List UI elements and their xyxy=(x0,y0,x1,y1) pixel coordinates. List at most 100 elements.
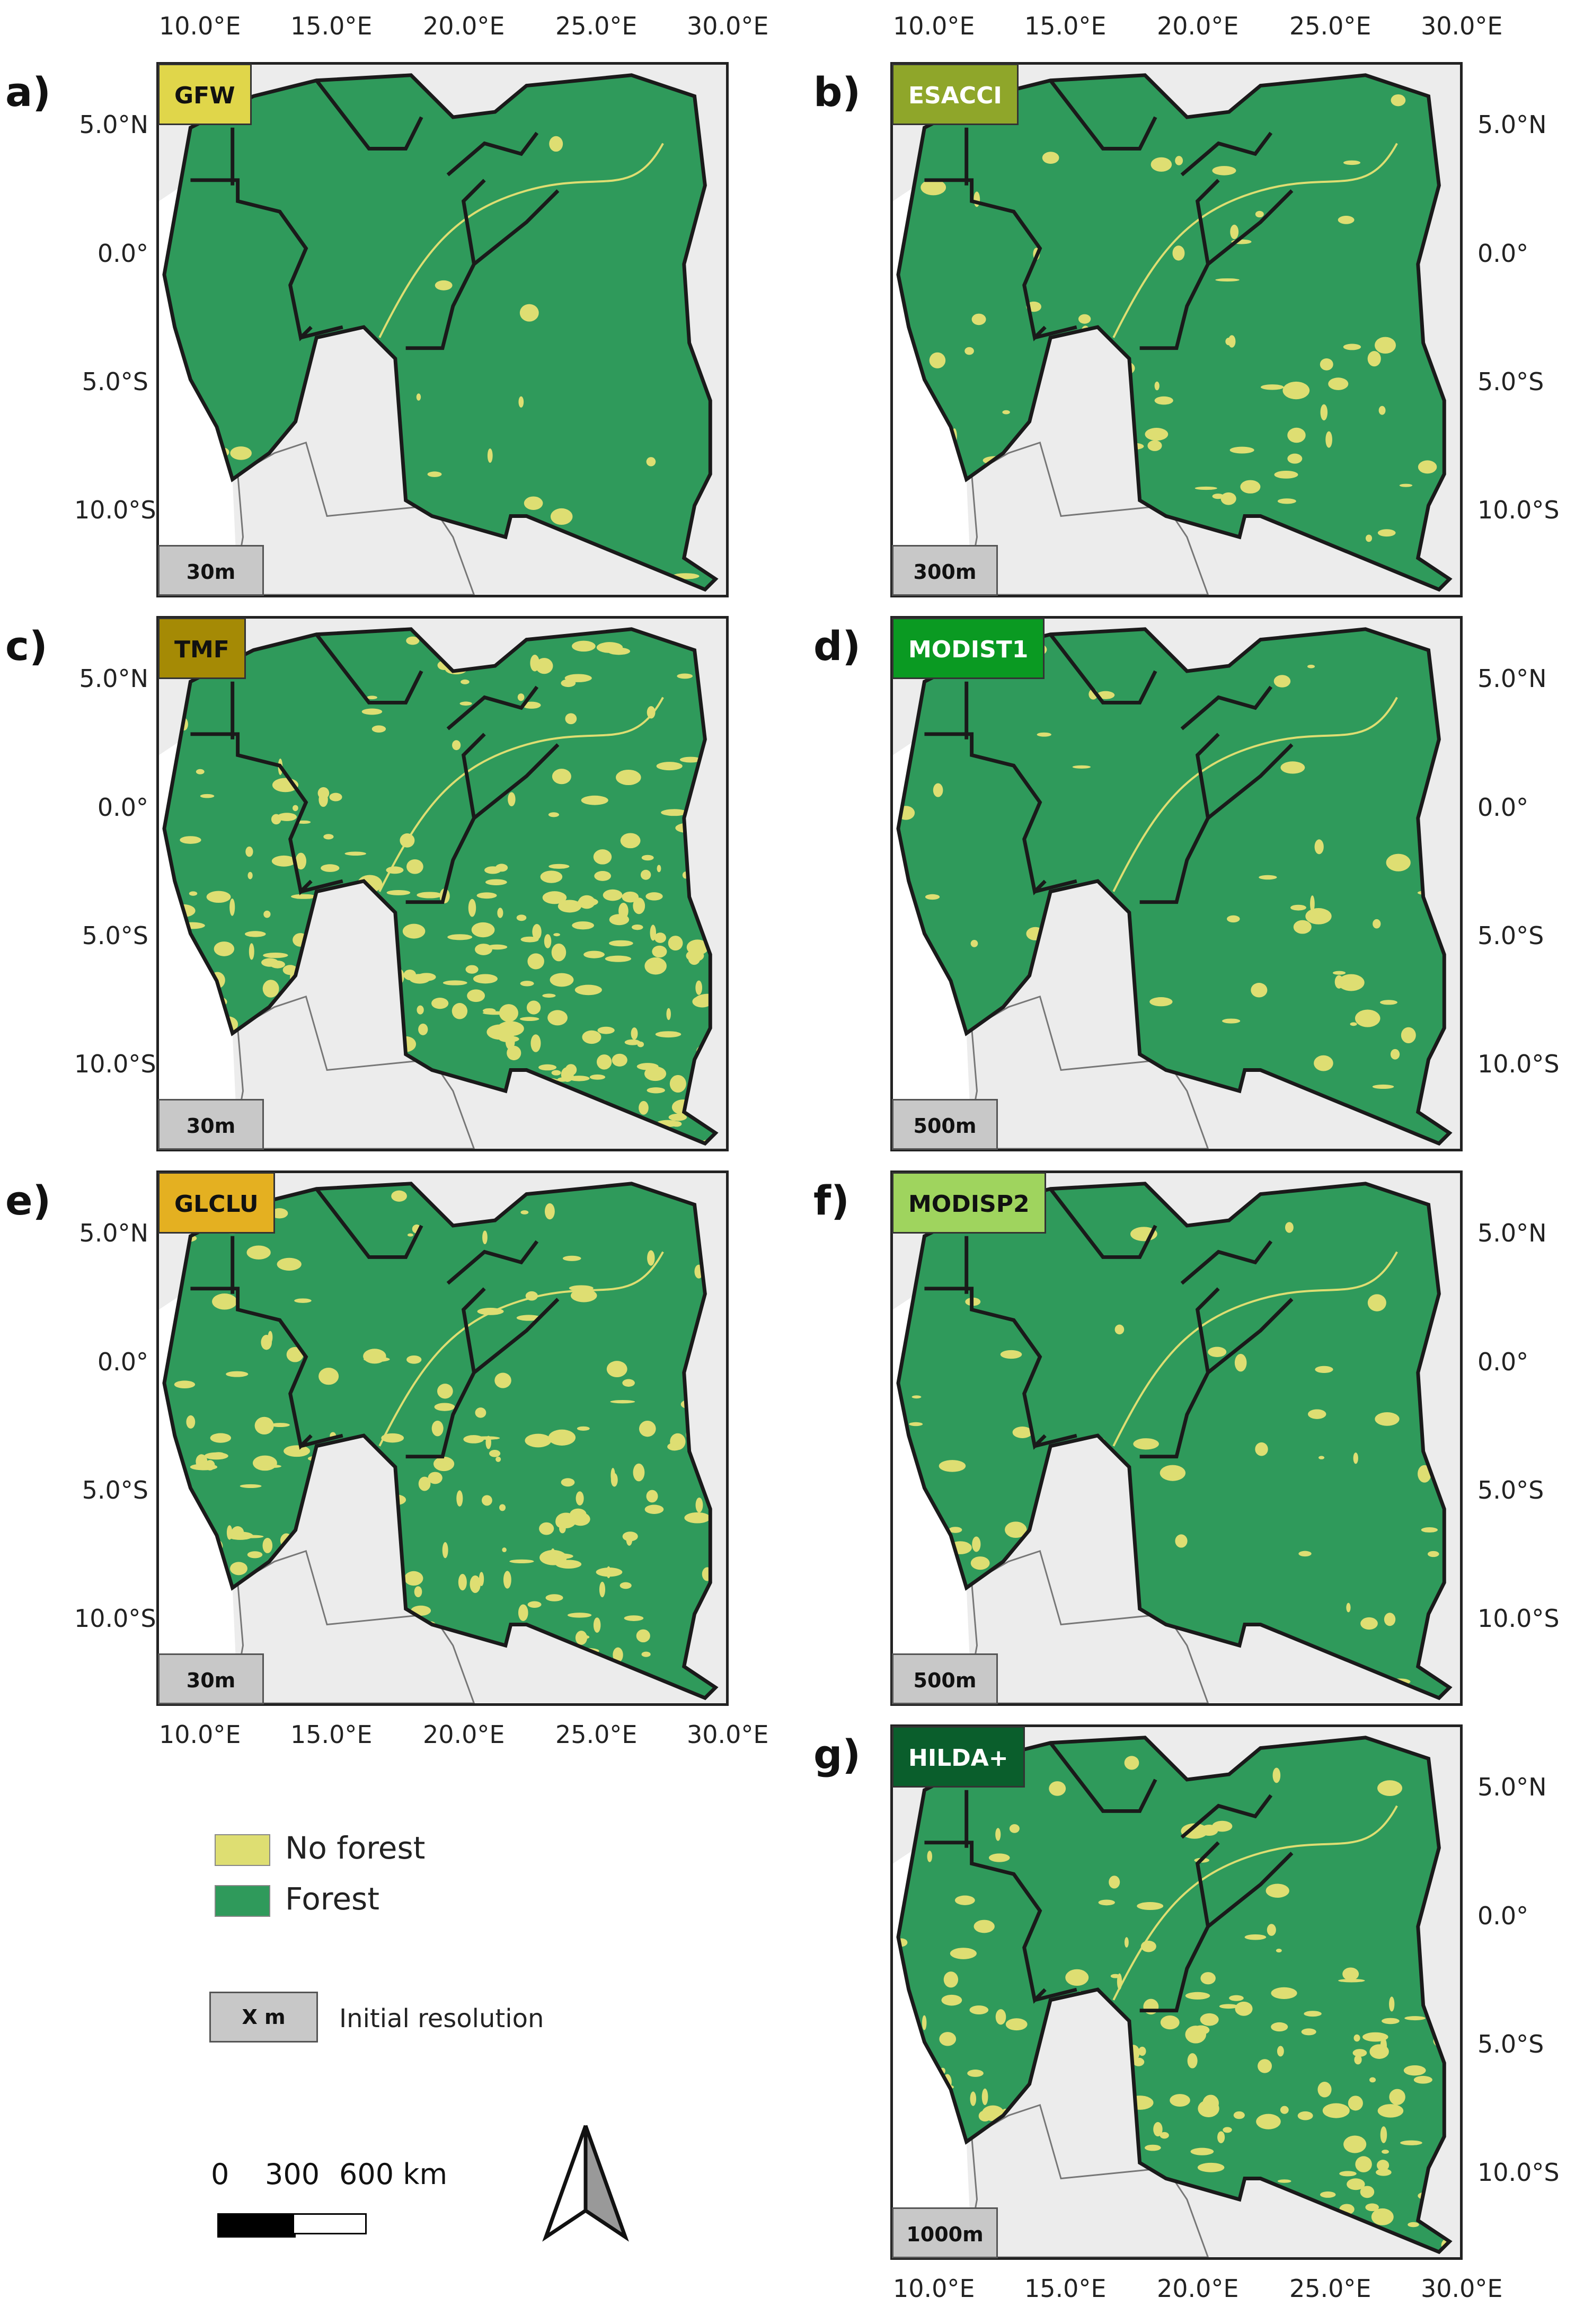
no-forest-patch xyxy=(542,993,556,998)
no-forest-patch xyxy=(427,471,442,477)
no-forest-patch xyxy=(295,852,307,870)
no-forest-patch xyxy=(1320,358,1333,371)
no-forest-patch xyxy=(1132,2057,1145,2066)
no-forest-patch xyxy=(668,936,683,951)
no-forest-patch xyxy=(505,1033,515,1050)
no-forest-patch xyxy=(605,955,632,962)
no-forest-patch xyxy=(508,792,516,807)
no-forest-patch xyxy=(371,725,386,733)
lat-tick: 5.0°N xyxy=(1477,1773,1547,1802)
lon-tick: 10.0°E xyxy=(893,2274,975,2303)
no-forest-patch xyxy=(1005,2018,1028,2031)
no-forest-patch xyxy=(594,871,612,881)
no-forest-patch xyxy=(491,1099,510,1103)
lon-tick: 20.0°E xyxy=(1157,12,1239,40)
no-forest-patch xyxy=(1421,1527,1438,1533)
no-forest-patch xyxy=(1380,2038,1387,2054)
resolution-label: 500m xyxy=(892,1099,998,1150)
no-forest-patch xyxy=(933,783,943,797)
no-forest-patch xyxy=(463,1435,484,1443)
no-forest-patch xyxy=(1133,1438,1159,1450)
no-forest-patch xyxy=(572,640,596,652)
no-forest-patch xyxy=(647,1087,665,1094)
no-forest-patch xyxy=(315,1528,324,1539)
no-forest-patch xyxy=(1287,427,1306,443)
no-forest-patch xyxy=(1367,1294,1386,1311)
no-forest-patch xyxy=(518,1604,528,1621)
no-forest-patch xyxy=(647,1250,655,1266)
no-forest-patch xyxy=(1237,539,1248,557)
dataset-label: HILDA+ xyxy=(892,1726,1025,1788)
lat-tick: 0.0° xyxy=(97,239,148,268)
no-forest-patch xyxy=(1432,514,1440,532)
no-forest-patch xyxy=(647,1686,667,1698)
no-forest-patch xyxy=(519,304,539,322)
no-forest-patch xyxy=(1109,2105,1134,2123)
no-forest-patch xyxy=(1147,440,1162,451)
no-forest-patch xyxy=(1228,335,1236,348)
no-forest-patch xyxy=(695,980,703,995)
dataset-label: MODISP2 xyxy=(892,1172,1046,1234)
no-forest-patch xyxy=(271,1208,288,1219)
no-forest-patch xyxy=(620,833,641,849)
lat-tick: 5.0°N xyxy=(1477,110,1547,139)
no-forest-patch xyxy=(442,1542,448,1559)
no-forest-patch xyxy=(1391,94,1406,107)
no-forest-patch xyxy=(485,879,507,885)
no-forest-patch xyxy=(516,914,527,921)
no-forest-patch xyxy=(1227,915,1240,923)
no-forest-patch xyxy=(548,1429,576,1446)
no-forest-patch xyxy=(379,955,392,972)
no-forest-patch xyxy=(1098,1899,1115,1906)
no-forest-patch xyxy=(189,891,198,896)
no-forest-patch xyxy=(1266,1883,1289,1898)
no-forest-patch xyxy=(1114,2038,1128,2046)
no-forest-patch xyxy=(606,1361,627,1378)
no-forest-patch xyxy=(656,762,683,771)
panel-letter: g) xyxy=(813,1731,861,1778)
no-forest-patch xyxy=(644,1066,667,1081)
lon-tick: 25.0°E xyxy=(1289,2274,1371,2303)
no-forest-patch xyxy=(721,1124,726,1135)
lon-tick: 30.0°E xyxy=(687,1720,769,1749)
no-forest-patch xyxy=(333,1459,338,1468)
no-forest-patch xyxy=(271,855,296,867)
no-forest-patch xyxy=(307,1456,325,1462)
no-forest-patch xyxy=(1317,2082,1332,2098)
no-forest-patch xyxy=(1096,691,1115,699)
no-forest-patch xyxy=(1238,2241,1244,2247)
scale-label-300: 300 xyxy=(265,2158,320,2191)
no-forest-patch xyxy=(1285,1222,1294,1233)
no-forest-patch xyxy=(495,1456,501,1462)
no-forest-patch xyxy=(370,987,381,1005)
lat-tick: 5.0°S xyxy=(82,367,148,396)
no-forest-patch xyxy=(417,1005,424,1015)
no-forest-patch xyxy=(679,756,702,763)
no-forest-patch xyxy=(1101,2005,1111,2015)
no-forest-patch xyxy=(326,1612,333,1625)
lat-tick: 5.0°S xyxy=(82,921,148,950)
no-forest-patch xyxy=(282,965,298,975)
no-forest-patch xyxy=(1290,904,1306,911)
no-forest-patch xyxy=(622,1379,635,1387)
no-forest-patch xyxy=(190,1464,218,1471)
legend-forest-label: Forest xyxy=(285,1881,379,1917)
no-forest-patch xyxy=(1332,971,1346,975)
no-forest-patch xyxy=(1208,1346,1227,1358)
no-forest-patch xyxy=(525,1433,552,1448)
panel-letter: b) xyxy=(813,68,861,116)
no-forest-patch xyxy=(284,1445,311,1457)
no-forest-patch xyxy=(323,1524,348,1538)
no-forest-patch xyxy=(1430,2204,1443,2212)
no-forest-patch xyxy=(226,1371,249,1377)
no-forest-patch xyxy=(1277,498,1296,504)
no-forest-patch xyxy=(1399,483,1413,487)
no-forest-patch xyxy=(954,1895,975,1905)
no-forest-patch xyxy=(418,1023,428,1035)
no-forest-patch xyxy=(344,851,367,856)
no-forest-patch xyxy=(995,1828,1001,1841)
no-forest-patch xyxy=(988,1853,1010,1862)
no-forest-patch xyxy=(1059,1465,1081,1480)
no-forest-patch xyxy=(1110,2080,1133,2095)
no-forest-patch xyxy=(600,1128,610,1133)
